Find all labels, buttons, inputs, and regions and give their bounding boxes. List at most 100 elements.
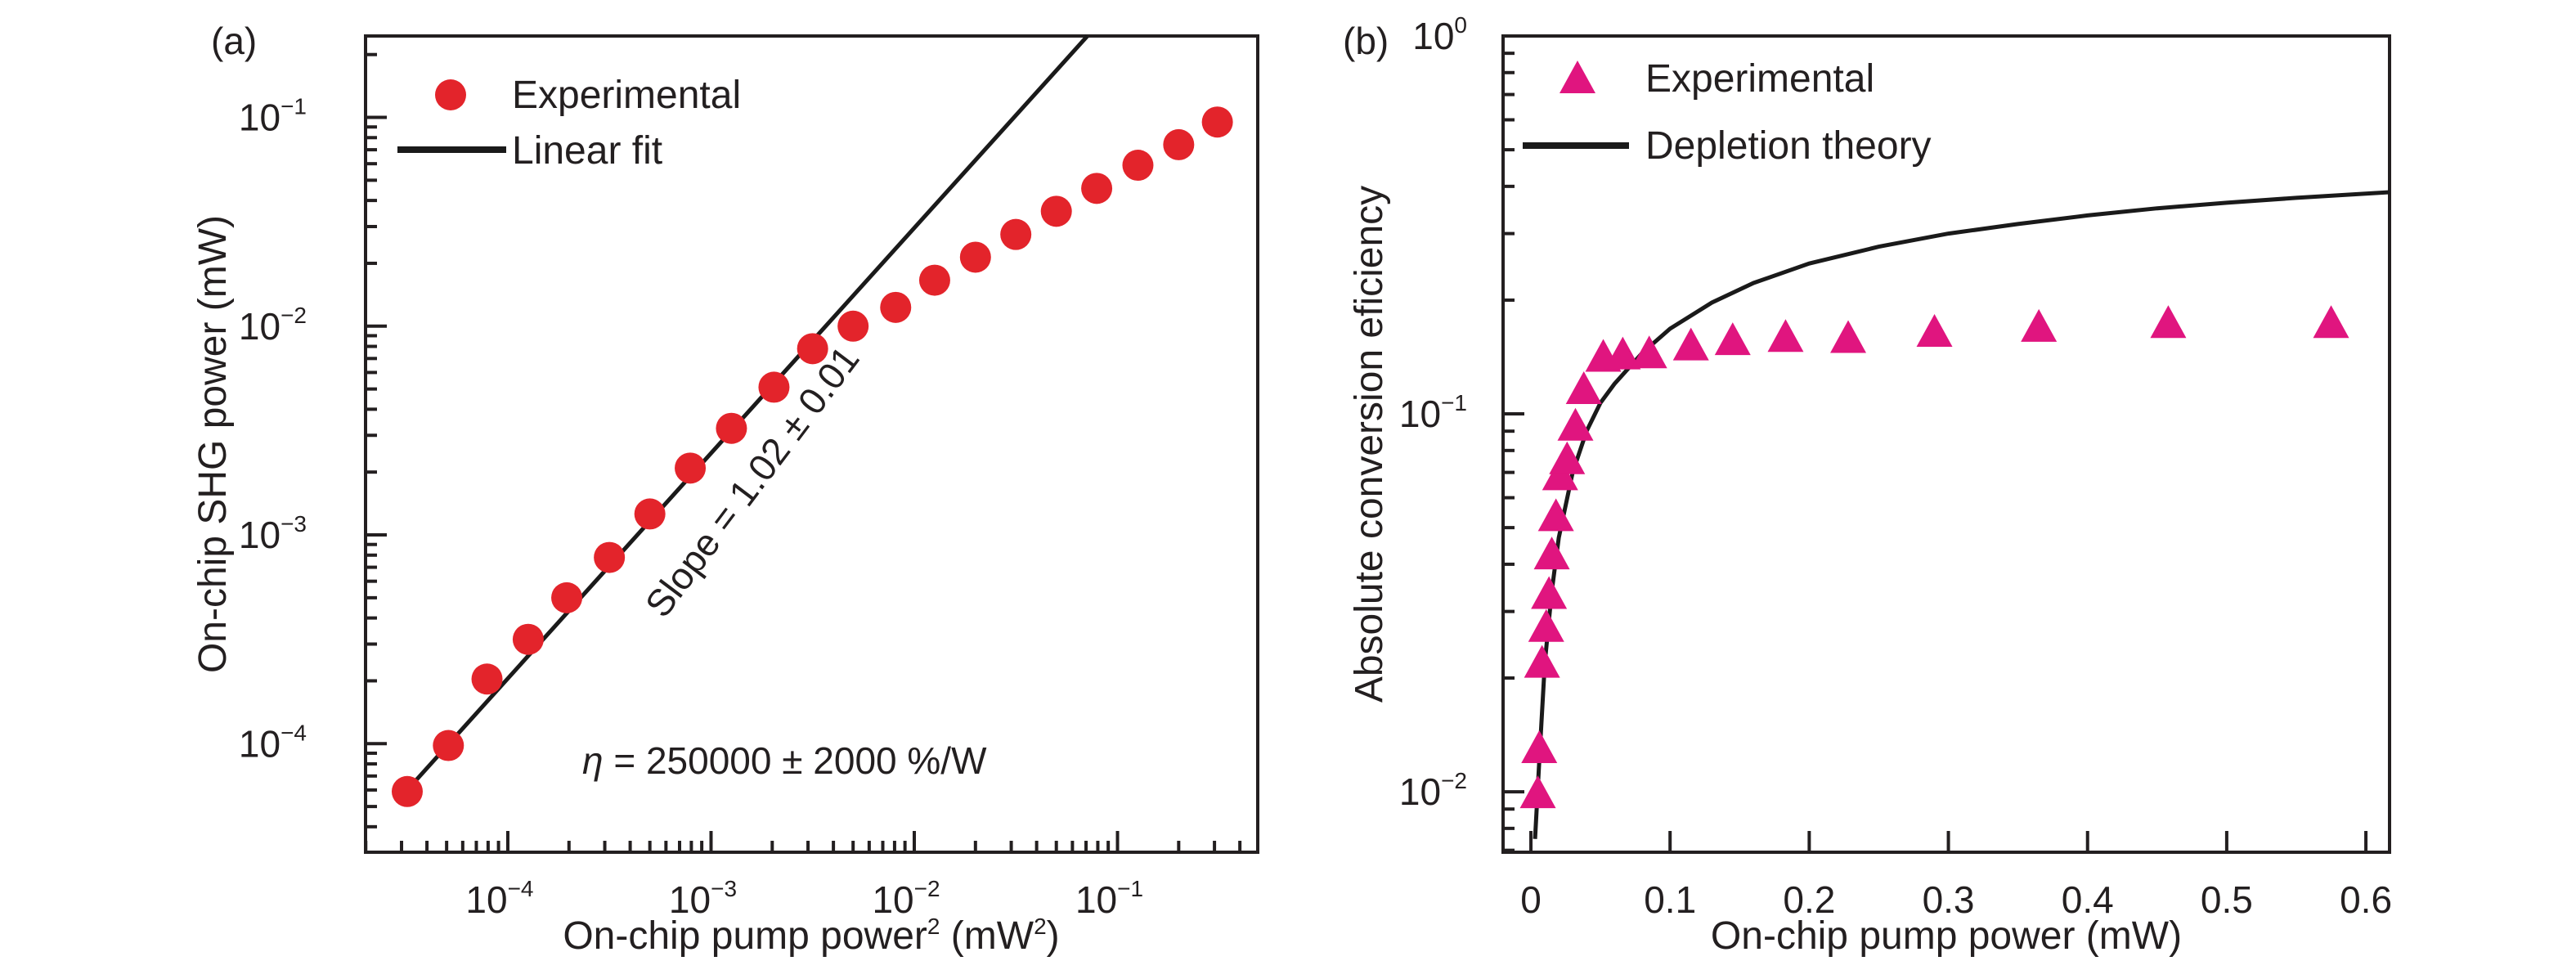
x-tick-label-exp: −2 <box>914 876 940 901</box>
y-tick-label-base: 10 <box>1399 393 1441 435</box>
legend-marker-experimental <box>435 79 466 110</box>
x-title-close: ) <box>1047 914 1060 958</box>
panel-a-x-axis-title: On-chip pump power2 (mW2) <box>563 914 1059 958</box>
y-tick-label-exp: 0 <box>1454 12 1467 38</box>
y-tick-label-exp: −1 <box>280 94 307 119</box>
legend-label-experimental-b: Experimental <box>1645 57 1874 101</box>
y-tick-label-base: 10 <box>239 722 280 765</box>
experimental-point <box>1122 150 1154 182</box>
experimental-point <box>1040 195 1072 227</box>
panel-b-y-axis-title: Absolute conversion eficiency <box>1348 186 1391 703</box>
x-tick-label: 0.2 <box>1783 878 1835 921</box>
experimental-point <box>1830 320 1867 353</box>
experimental-point <box>1531 576 1568 609</box>
eta-symbol: η <box>582 739 604 782</box>
y-tick-label: 10−1 <box>1399 390 1467 435</box>
x-tick-label-exp: −1 <box>1117 876 1143 901</box>
experimental-point <box>959 241 991 273</box>
linear-fit-line <box>406 34 1089 792</box>
x-tick-label: 0.6 <box>2340 878 2392 921</box>
y-tick-label-exp: −1 <box>1441 390 1467 415</box>
y-tick-label-base: 10 <box>239 305 280 348</box>
x-tick-label: 10−1 <box>1075 876 1143 921</box>
y-tick-label: 10−3 <box>239 511 307 556</box>
efficiency-value: = 250000 ± 2000 %/W <box>604 739 988 782</box>
panel-a-y-axis-title: On-chip SHG power (mW) <box>191 215 235 673</box>
x-title-units: (mW <box>940 914 1034 958</box>
experimental-point <box>1519 775 1556 809</box>
experimental-point <box>1201 106 1233 138</box>
y-tick-label-exp: −3 <box>280 511 307 537</box>
x-tick-label: 0.1 <box>1644 878 1696 921</box>
legend-label-depletion-theory: Depletion theory <box>1645 124 1932 168</box>
x-tick-label: 0.3 <box>1923 878 1975 921</box>
legend-label-linear-fit: Linear fit <box>512 129 662 173</box>
y-tick-label-exp: −2 <box>280 303 307 328</box>
experimental-point <box>1549 441 1586 474</box>
panel-a-label: (a) <box>211 20 257 62</box>
experimental-point <box>634 498 666 530</box>
x-tick-label-base: 10 <box>1075 878 1117 921</box>
y-tick-label-exp: −4 <box>280 720 307 745</box>
y-tick-label: 10−2 <box>239 303 307 348</box>
experimental-point <box>433 730 464 761</box>
x-title-text: On-chip pump power <box>563 914 927 958</box>
y-tick-label-base: 10 <box>1399 770 1441 813</box>
y-tick-label: 10−1 <box>239 94 307 139</box>
experimental-point <box>1767 319 1804 353</box>
legend-marker-experimental-triangle <box>1560 61 1595 93</box>
experimental-point <box>1557 407 1594 441</box>
y-tick-label-exp: −2 <box>1441 768 1467 793</box>
experimental-point <box>1528 608 1564 642</box>
experimental-point <box>837 310 869 342</box>
experimental-point <box>1524 644 1560 678</box>
experimental-point <box>1916 313 1953 347</box>
experimental-point <box>758 371 790 403</box>
panel-b-legend: Experimental Depletion theory <box>1523 57 1932 168</box>
panel-b-series <box>1519 190 2390 839</box>
x-tick-label-base: 10 <box>465 878 507 921</box>
x-tick-label: 10−3 <box>669 876 737 921</box>
experimental-point <box>1000 218 1032 250</box>
experimental-point <box>880 291 912 323</box>
panel-a: (a) 10−4 10−3 10−2 10−110−410−310−210−1 Exp… <box>191 20 1259 958</box>
experimental-point <box>1163 128 1195 160</box>
experimental-point <box>716 412 747 444</box>
experimental-point <box>1081 173 1113 204</box>
x-tick-label: 0 <box>1520 878 1542 921</box>
experimental-point <box>1604 336 1641 370</box>
panel-a-ticks: 10−4 10−3 10−2 10−110−410−310−210−1 <box>239 52 1242 921</box>
experimental-point <box>2150 305 2187 339</box>
x-tick-label: 0.4 <box>2062 878 2114 921</box>
x-tick-label-exp: −3 <box>711 876 737 901</box>
x-tick-label: 10−2 <box>872 876 940 921</box>
y-tick-label: 10−2 <box>1399 768 1467 813</box>
experimental-point <box>797 333 828 365</box>
panel-a-plot-frame <box>364 34 1259 854</box>
x-tick-label-base: 10 <box>872 878 913 921</box>
experimental-point <box>1565 370 1602 404</box>
panel-a-series <box>391 34 1233 807</box>
y-tick-label: 100 <box>1412 12 1467 57</box>
x-tick-label: 10−4 <box>465 876 533 921</box>
experimental-point <box>512 623 544 655</box>
experimental-point <box>2021 308 2058 342</box>
depletion-theory-curve <box>1533 190 2390 839</box>
experimental-point <box>1631 335 1667 369</box>
panel-a-legend: Experimental Linear fit <box>397 74 741 173</box>
panel-b-plot-frame <box>1501 34 2391 854</box>
y-tick-label: 10−4 <box>239 720 307 765</box>
experimental-point <box>391 775 423 807</box>
panel-b-x-axis-title: On-chip pump power (mW) <box>1711 914 2182 958</box>
experimental-point <box>1672 327 1709 361</box>
experimental-point <box>594 541 626 573</box>
y-tick-label-base: 10 <box>1412 15 1454 57</box>
efficiency-annotation: η = 250000 ± 2000 %/W <box>582 739 987 782</box>
experimental-point <box>1537 498 1574 532</box>
experimental-point <box>675 452 707 484</box>
legend-label-experimental: Experimental <box>512 74 741 117</box>
experimental-point <box>1533 537 1570 570</box>
x-tick-label: 0.5 <box>2201 878 2253 921</box>
